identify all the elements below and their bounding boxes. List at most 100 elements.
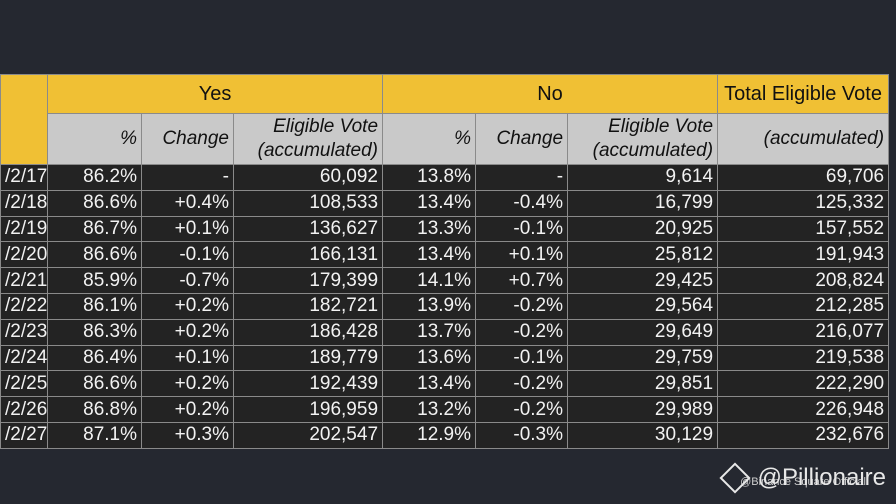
no-pct-cell: 13.8% bbox=[382, 164, 477, 191]
table-row: /2/24 86.4% +0.1% 189,779 13.6% -0.1% 29… bbox=[0, 344, 890, 372]
yes-pct-cell: 86.6% bbox=[47, 241, 142, 269]
table-row: /2/23 86.3% +0.2% 186,428 13.7% -0.2% 29… bbox=[0, 318, 890, 346]
date-cell: /2/23 bbox=[0, 318, 48, 346]
no-change-cell: -0.2% bbox=[475, 318, 569, 346]
yes-votes-cell: 108,533 bbox=[232, 189, 384, 217]
no-change-header: Change bbox=[475, 113, 569, 165]
yes-pct-cell: 86.6% bbox=[47, 189, 142, 217]
no-pct-cell: 13.3% bbox=[382, 215, 477, 243]
date-cell: /2/18 bbox=[0, 189, 48, 217]
yes-votes-cell: 182,721 bbox=[232, 292, 384, 320]
total-cell: 226,948 bbox=[717, 396, 890, 423]
date-cell: /2/25 bbox=[0, 370, 48, 398]
date-cell: /2/22 bbox=[0, 292, 48, 320]
yes-change-cell: +0.2% bbox=[141, 318, 234, 346]
no-change-cell: -0.3% bbox=[475, 421, 569, 449]
no-eligible-header: Eligible Vote (accumulated) bbox=[567, 113, 719, 165]
no-change-cell: -0.1% bbox=[475, 215, 569, 243]
total-cell: 232,676 bbox=[717, 421, 890, 449]
yes-pct-cell: 86.3% bbox=[47, 318, 142, 346]
table-row: /2/17 86.2% - 60,092 13.8% - 9,614 69,70… bbox=[0, 164, 890, 191]
yes-change-cell: +0.3% bbox=[141, 421, 234, 449]
no-change-cell: -0.2% bbox=[475, 292, 569, 320]
yes-change-cell: +0.1% bbox=[141, 215, 234, 243]
no-change-cell: -0.4% bbox=[475, 189, 569, 217]
no-change-cell: -0.2% bbox=[475, 396, 569, 423]
total-header: Total Eligible Vote bbox=[717, 74, 890, 114]
yes-pct-cell: 85.9% bbox=[47, 267, 142, 294]
total-cell: 219,538 bbox=[717, 344, 890, 372]
date-cell: /2/17 bbox=[0, 164, 48, 191]
no-pct-cell: 13.4% bbox=[382, 189, 477, 217]
watermark-source: @Binance Square Official bbox=[740, 476, 866, 488]
no-pct-cell: 12.9% bbox=[382, 421, 477, 449]
date-cell: /2/27 bbox=[0, 421, 48, 449]
yes-change-cell: +0.4% bbox=[141, 189, 234, 217]
watermark-handle: @Pillionaire bbox=[757, 464, 886, 491]
total-cell: 125,332 bbox=[717, 189, 890, 217]
yes-votes-cell: 196,959 bbox=[232, 396, 384, 423]
no-votes-cell: 9,614 bbox=[567, 164, 719, 191]
header-row-groups: Yes No Total Eligible Vote bbox=[0, 74, 890, 165]
no-votes-cell: 20,925 bbox=[567, 215, 719, 243]
no-pct-cell: 13.7% bbox=[382, 318, 477, 346]
table-row: /2/19 86.7% +0.1% 136,627 13.3% -0.1% 20… bbox=[0, 215, 890, 243]
total-cell: 208,824 bbox=[717, 267, 890, 294]
yes-votes-cell: 166,131 bbox=[232, 241, 384, 269]
yes-change-cell: +0.2% bbox=[141, 292, 234, 320]
no-votes-cell: 16,799 bbox=[567, 189, 719, 217]
vote-results-body: /2/17 86.2% - 60,092 13.8% - 9,614 69,70… bbox=[0, 164, 890, 449]
no-votes-cell: 29,759 bbox=[567, 344, 719, 372]
date-cell: /2/20 bbox=[0, 241, 48, 269]
no-votes-cell: 29,649 bbox=[567, 318, 719, 346]
binance-diamond-icon bbox=[719, 462, 751, 494]
date-cell: /2/21 bbox=[0, 267, 48, 294]
yes-pct-cell: 86.2% bbox=[47, 164, 142, 191]
vote-results-table: Yes No Total Eligible Vote % Change Elig… bbox=[0, 74, 890, 449]
no-eligible-header-line1: Eligible Vote bbox=[608, 116, 714, 137]
yes-change-cell: - bbox=[141, 164, 234, 191]
no-votes-cell: 29,425 bbox=[567, 267, 719, 294]
no-eligible-header-line2: (accumulated) bbox=[592, 140, 714, 161]
yes-eligible-header-line1: Eligible Vote bbox=[273, 116, 379, 137]
no-pct-cell: 13.4% bbox=[382, 370, 477, 398]
yes-votes-cell: 60,092 bbox=[232, 164, 384, 191]
date-header bbox=[0, 74, 48, 165]
vote-results-table-container: Yes No Total Eligible Vote % Change Elig… bbox=[0, 74, 890, 449]
no-change-cell: -0.2% bbox=[475, 370, 569, 398]
yes-eligible-header: Eligible Vote (accumulated) bbox=[232, 113, 384, 165]
table-row: /2/18 86.6% +0.4% 108,533 13.4% -0.4% 16… bbox=[0, 189, 890, 217]
no-pct-cell: 13.6% bbox=[382, 344, 477, 372]
yes-votes-cell: 192,439 bbox=[232, 370, 384, 398]
yes-votes-cell: 202,547 bbox=[232, 421, 384, 449]
date-cell: /2/19 bbox=[0, 215, 48, 243]
no-votes-cell: 29,564 bbox=[567, 292, 719, 320]
date-cell: /2/24 bbox=[0, 344, 48, 372]
yes-change-cell: +0.2% bbox=[141, 370, 234, 398]
no-change-cell: +0.1% bbox=[475, 241, 569, 269]
no-pct-header: % bbox=[382, 113, 477, 165]
yes-change-header: Change bbox=[141, 113, 234, 165]
yes-change-cell: +0.1% bbox=[141, 344, 234, 372]
date-cell: /2/26 bbox=[0, 396, 48, 423]
yes-pct-cell: 86.6% bbox=[47, 370, 142, 398]
table-row: /2/26 86.8% +0.2% 196,959 13.2% -0.2% 29… bbox=[0, 396, 890, 423]
header-row-columns: % Change Eligible Vote (accumulated) % C… bbox=[1, 113, 890, 165]
yes-pct-cell: 86.4% bbox=[47, 344, 142, 372]
yes-change-cell: +0.2% bbox=[141, 396, 234, 423]
yes-votes-cell: 189,779 bbox=[232, 344, 384, 372]
no-change-cell: -0.1% bbox=[475, 344, 569, 372]
table-row: /2/27 87.1% +0.3% 202,547 12.9% -0.3% 30… bbox=[0, 421, 890, 449]
no-votes-cell: 29,989 bbox=[567, 396, 719, 423]
yes-votes-cell: 179,399 bbox=[232, 267, 384, 294]
total-cell: 191,943 bbox=[717, 241, 890, 269]
yes-votes-cell: 136,627 bbox=[232, 215, 384, 243]
no-pct-cell: 14.1% bbox=[382, 267, 477, 294]
no-pct-cell: 13.4% bbox=[382, 241, 477, 269]
no-votes-cell: 25,812 bbox=[567, 241, 719, 269]
total-cell: 222,290 bbox=[717, 370, 890, 398]
yes-group-header: Yes bbox=[46, 74, 384, 114]
total-cell: 157,552 bbox=[717, 215, 890, 243]
no-pct-cell: 13.9% bbox=[382, 292, 477, 320]
yes-change-cell: -0.1% bbox=[141, 241, 234, 269]
